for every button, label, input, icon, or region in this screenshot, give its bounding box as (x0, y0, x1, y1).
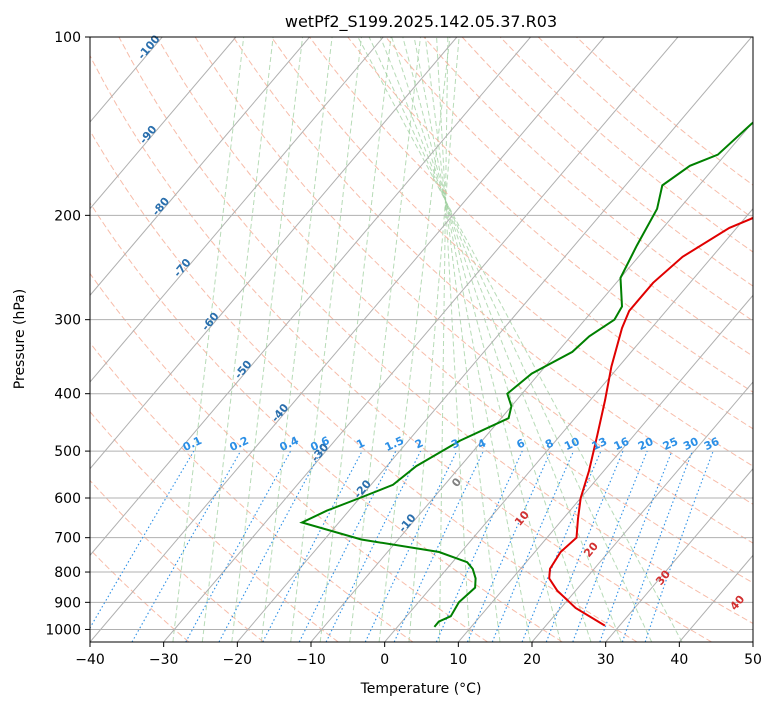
moist-adiabat-line (260, 37, 333, 642)
x-tick-label: −10 (296, 652, 326, 668)
moist-adiabat-line (368, 37, 653, 642)
mixing-ratio-line (545, 450, 624, 642)
mixing-ratio-line (644, 450, 714, 642)
x-tick-label: 50 (744, 652, 762, 668)
x-tick-label: 20 (523, 652, 541, 668)
isotherm-line (90, 37, 310, 297)
dry-adiabat-line (90, 272, 488, 642)
moist-adiabat-line (391, 37, 592, 642)
mixing-ratio-line (325, 450, 422, 642)
moist-adiabat-line (438, 37, 449, 642)
y-tick-label: 800 (54, 565, 81, 581)
y-tick-label: 300 (54, 313, 81, 329)
mixing-ratio-label: 20 (636, 435, 656, 453)
moist-adiabat-line (349, 37, 421, 642)
temperature-line (548, 216, 753, 627)
dry-adiabat-line (385, 37, 753, 357)
y-tick-label: 100 (54, 30, 81, 46)
y-tick-label: 700 (54, 531, 81, 547)
dry-adiabat-line (90, 54, 712, 642)
mixing-ratio-line (491, 450, 575, 642)
moist-adiabat-line (436, 37, 471, 642)
isotherm-line (457, 294, 753, 642)
x-axis: −40 −30 −20 −10 0 10 20 30 40 50 (75, 642, 762, 668)
mixing-ratio-line (298, 450, 397, 642)
isotherm-line (605, 467, 753, 642)
moist-adiabat-line (378, 37, 451, 642)
moist-adiabat-line (172, 37, 245, 642)
moist-adiabat-line (379, 37, 622, 642)
isotherm-line (384, 207, 753, 642)
isotherm-line (163, 37, 679, 642)
y-axis: 1000 900 800 700 600 500 400 300 200 100 (45, 30, 90, 638)
y-tick-label: 200 (54, 208, 81, 224)
isotherm-line (310, 121, 753, 642)
y-axis-label: Pressure (hPa) (12, 289, 28, 389)
mixing-ratio-line (466, 450, 552, 642)
chart-title: wetPf2_S199.2025.142.05.37.R03 (285, 12, 557, 32)
mixing-ratio-line (621, 450, 693, 642)
dry-adiabat-line (156, 37, 753, 584)
dry-adiabat-line (118, 37, 753, 624)
moist-adiabat-line (402, 37, 562, 642)
isotherm-line (531, 381, 753, 642)
y-tick-label: 600 (54, 491, 81, 507)
mixing-ratio-label: 10 (562, 435, 582, 453)
dry-adiabat-line (90, 548, 190, 642)
mixing-ratio-label: 36 (702, 435, 722, 453)
x-tick-label: 40 (670, 652, 688, 668)
mixing-ratio-line (185, 450, 292, 642)
dry-adiabat-line (90, 410, 339, 642)
dry-adiabat-line (90, 479, 264, 642)
y-tick-label: 400 (54, 387, 81, 403)
moist-adiabat-line (201, 37, 274, 642)
mixing-ratio-label: 13 (590, 435, 609, 453)
isotherm-line (90, 37, 384, 383)
moist-adiabat-line (290, 37, 362, 642)
moist-adiabat-line (408, 37, 460, 642)
x-tick-label: 10 (449, 652, 467, 668)
dry-adiabat-line (194, 37, 753, 544)
moist-adiabat-line (357, 37, 683, 642)
y-tick-label: 1000 (45, 622, 81, 638)
dry-adiabat-line (90, 129, 638, 642)
x-tick-label: −30 (149, 652, 179, 668)
moist-adiabat-line (424, 37, 501, 642)
x-tick-label: −20 (223, 652, 253, 668)
x-tick-label: 0 (380, 652, 389, 668)
y-tick-label: 900 (54, 595, 81, 611)
y-tick-label: 500 (54, 444, 81, 460)
dewpoint-line (299, 121, 753, 628)
mixing-ratio-line (435, 450, 523, 642)
dry-adiabat-line (309, 37, 753, 430)
dry-adiabat-line (232, 37, 753, 505)
mixing-ratio-label: 16 (612, 435, 632, 453)
mixing-ratio-label: 25 (661, 435, 680, 453)
isotherm-line (90, 37, 605, 642)
plot-frame (89, 36, 754, 643)
isotherm-line (90, 37, 458, 470)
isotherm-line (236, 37, 752, 642)
dry-adiabat-line (270, 37, 753, 467)
mixing-ratio-line (218, 450, 322, 642)
mixing-ratio-line (599, 450, 673, 642)
mixing-ratio-label: 30 (681, 435, 701, 453)
x-tick-label: −40 (75, 652, 105, 668)
series-layer (299, 121, 753, 628)
isotherm-line (90, 37, 237, 210)
background-lines (90, 37, 753, 642)
dry-adiabat-line (90, 202, 563, 642)
isotherm-line (90, 37, 531, 557)
moist-adiabat-line (413, 37, 531, 642)
x-axis-label: Temperature (°C) (360, 681, 482, 697)
dry-adiabat-line (423, 37, 753, 322)
x-tick-label: 30 (597, 652, 615, 668)
moist-adiabat-line (319, 37, 392, 642)
moist-adiabat-line (231, 37, 304, 642)
mixing-ratio-line (572, 450, 648, 642)
